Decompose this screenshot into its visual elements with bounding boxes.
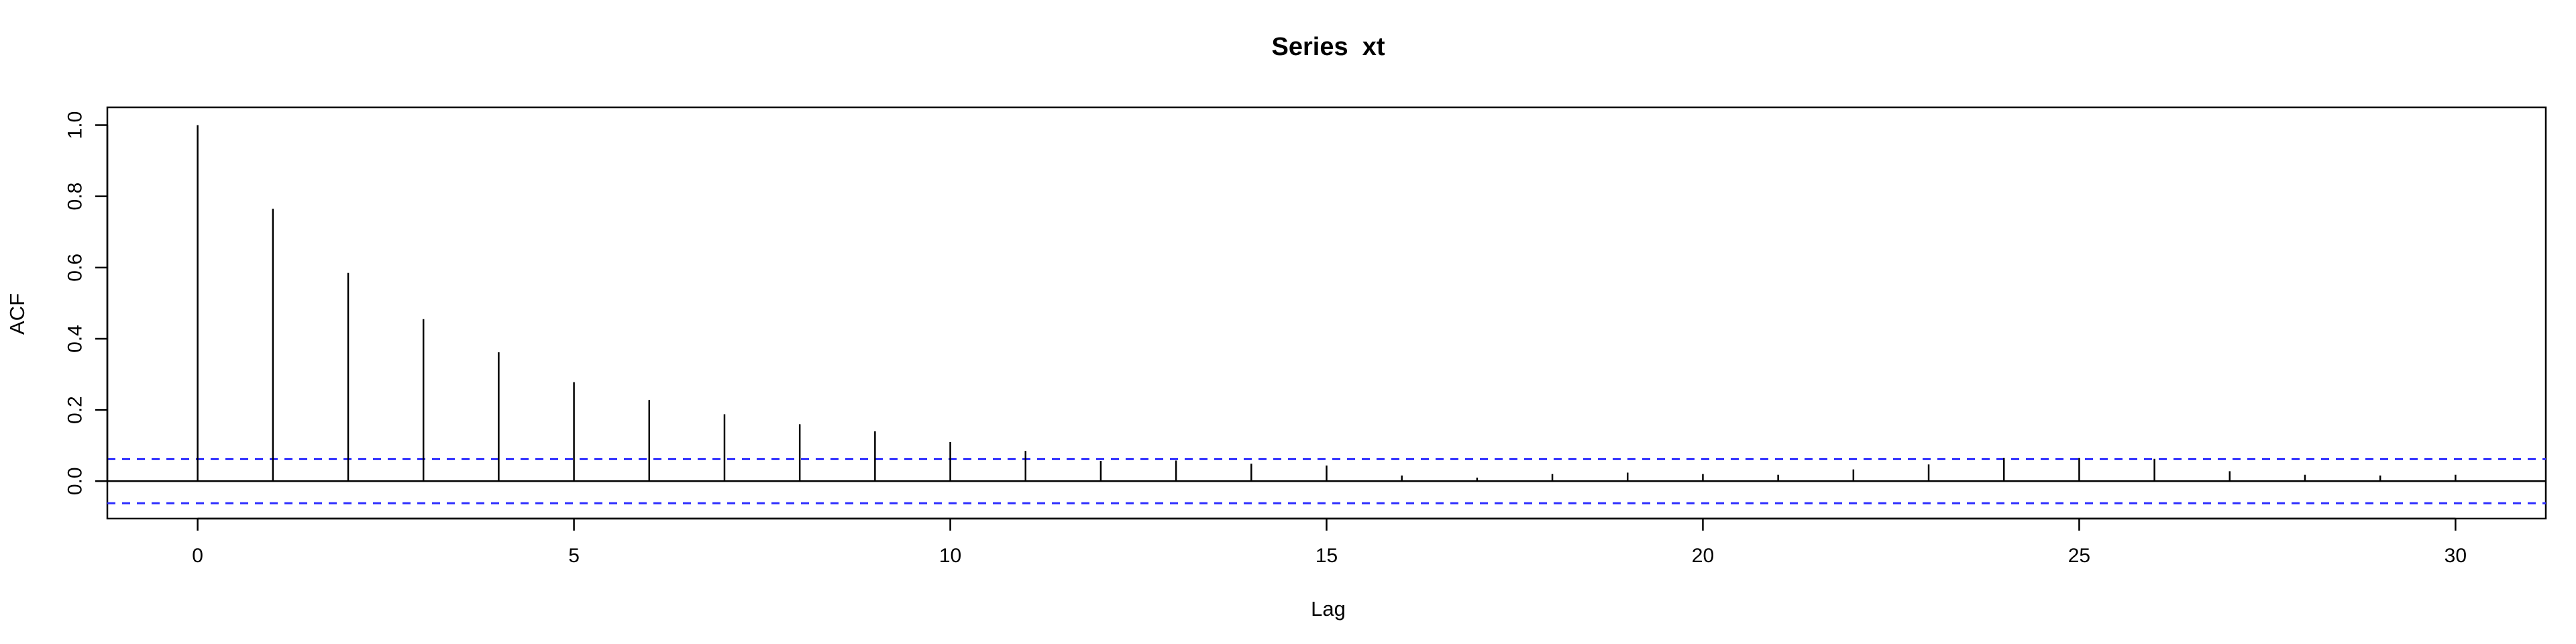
x-tick-label-15: 15 <box>1316 545 1338 567</box>
y-tick-label-0.8: 0.8 <box>64 182 87 211</box>
x-tick-label-25: 25 <box>2068 545 2090 567</box>
y-tick-label-0.0: 0.0 <box>64 467 87 495</box>
y-tick-label-0.6: 0.6 <box>64 254 87 282</box>
y-tick-label-0.2: 0.2 <box>64 396 87 424</box>
y-tick-label-1.0: 1.0 <box>64 111 87 140</box>
y-tick-label-0.4: 0.4 <box>64 325 87 353</box>
x-tick-label-30: 30 <box>2445 545 2467 567</box>
y-axis-label: ACF <box>5 293 29 335</box>
x-tick-label-10: 10 <box>939 545 961 567</box>
plot-frame <box>106 106 2547 520</box>
chart-title: Series xt <box>1272 33 1385 61</box>
x-tick-label-20: 20 <box>1692 545 1714 567</box>
plot-area: 0 5 10 15 20 25 30 0.0 0.2 0.4 0.6 0.8 1.0 <box>64 106 2547 567</box>
x-axis-label: Lag <box>1311 597 1346 621</box>
x-tick-label-0: 0 <box>192 545 203 567</box>
x-tick-label-5: 5 <box>568 545 580 567</box>
